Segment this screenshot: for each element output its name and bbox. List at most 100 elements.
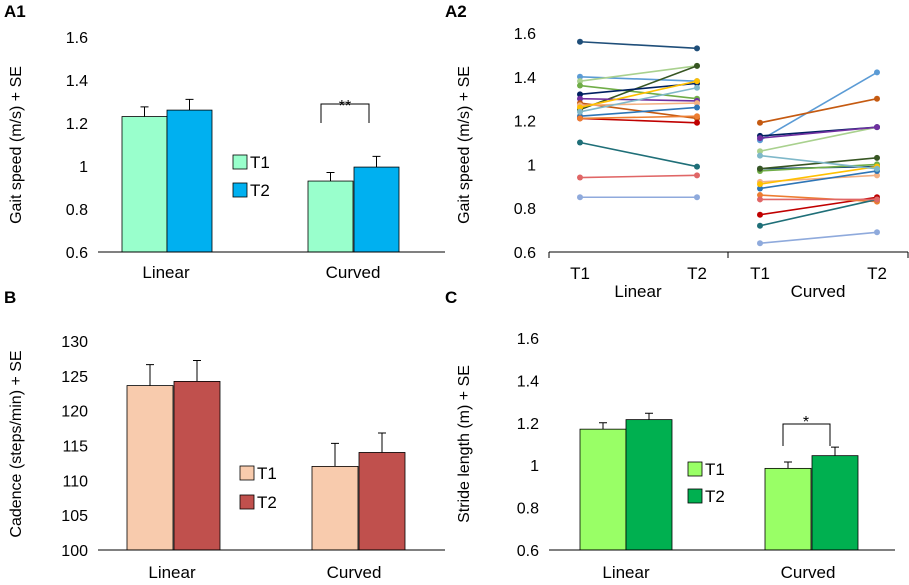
point-6-linear-t1 [577, 95, 583, 102]
y-tick-label-a2-3: 1.2 [514, 114, 536, 131]
series-line-1-linear [579, 76, 698, 82]
series-line-7-curved [759, 97, 878, 124]
series-line-3-curved [759, 163, 878, 172]
point-6-curved-t2 [874, 124, 880, 131]
category-label-curved-a1: Curved [326, 263, 381, 282]
point-10-linear-t2 [694, 119, 700, 126]
legend-swatch-t1-c [687, 461, 703, 477]
x-tick-label-t2-curved: T2 [867, 264, 887, 283]
series-line-11-curved [759, 194, 878, 203]
point-1-linear-t1 [577, 73, 583, 80]
y-tick-label-a1-0: 0.6 [66, 245, 88, 262]
legend-label-t2-a1: T2 [250, 181, 270, 200]
x-tick-label-t1-curved: T1 [750, 264, 770, 283]
series-line-9-curved [759, 170, 878, 190]
y-tick-label-c-4: 1.4 [517, 373, 539, 390]
y-ticks-c: 0.6 0.8 1 1.2 1.4 1.6 [517, 331, 539, 560]
error-bar-c-t2-linear [645, 412, 653, 420]
point-16-linear-t2 [694, 194, 700, 201]
series-line-14-curved [759, 198, 878, 227]
point-11-curved-t1 [757, 192, 763, 199]
series-line-9-linear [579, 106, 698, 118]
significance-bracket-a1: ** [320, 98, 370, 123]
error-bar-a1-t1-curved [326, 171, 335, 182]
y-axis-title-a2: Gait speed (m/s) + SE [456, 66, 473, 224]
point-9-linear-t2 [694, 104, 700, 111]
bars-c [579, 412, 859, 551]
point-1-curved-t2 [874, 69, 880, 76]
error-bar-a1-t2-curved [372, 155, 381, 168]
point-9-curved-t1 [757, 185, 763, 192]
series-line-16-curved [759, 231, 878, 245]
error-bar-b-t1-curved [331, 442, 339, 467]
bracket-a1 [320, 103, 370, 123]
point-15-curved-t1 [757, 196, 763, 203]
y-tick-label-b-3: 115 [62, 439, 88, 456]
category-label-linear-c: Linear [602, 563, 650, 582]
category-label-linear-a1: Linear [142, 263, 190, 282]
point-12-curved-t1 [757, 181, 763, 188]
point-15-linear-t1 [577, 174, 583, 181]
series-line-12-linear [579, 80, 698, 109]
bar-b-t1-linear [126, 385, 174, 551]
y-tick-label-b-0: 100 [61, 543, 88, 560]
point-6-curved-t1 [757, 135, 763, 142]
panel-a1: A1 Gait speed (m/s) + SE 0.6 0.8 1 1.2 1.4 1.… [4, 2, 445, 282]
point-12-linear-t1 [577, 104, 583, 111]
panel-label-a1: A1 [4, 2, 26, 21]
series-line-13-linear [579, 86, 698, 113]
y-axis-title-b: Cadence (steps/min) + SE [8, 350, 25, 537]
panel-b: B Cadence (steps/min) + SE 100 105 110 115 1… [4, 288, 445, 582]
series-line-3-linear [579, 84, 698, 100]
series-line-12-curved [759, 165, 878, 185]
y-tick-label-a2-0: 0.6 [514, 245, 536, 262]
point-0-linear-t2 [694, 45, 700, 52]
group-label-linear-a2: Linear [614, 282, 662, 301]
point-0-linear-t1 [577, 38, 583, 45]
y-tick-label-b-2: 110 [62, 473, 88, 490]
point-7-curved-t2 [874, 95, 880, 102]
x-tick-label-t2-linear: T2 [687, 264, 707, 283]
y-ticks-a2: 0.6 0.8 1 1.2 1.4 1.6 [514, 26, 536, 262]
point-4-curved-t2 [874, 154, 880, 161]
y-tick-label-c-3: 1.2 [517, 416, 539, 433]
legend-swatch-t2-a1 [232, 182, 248, 198]
series-line-0-linear [579, 40, 698, 50]
bar-b-t2-linear [173, 381, 221, 551]
point-8-curved-t2 [874, 172, 880, 179]
bar-a1-t2-linear [166, 109, 213, 253]
point-4-curved-t1 [757, 165, 763, 172]
y-tick-label-b-6: 130 [61, 334, 88, 351]
bar-a1-t1-curved [307, 180, 354, 253]
error-bar-b-t2-curved [378, 432, 386, 453]
point-13-curved-t1 [757, 152, 763, 159]
bar-c-t1-linear [579, 428, 627, 551]
x-tick-label-t1-linear: T1 [570, 264, 590, 283]
point-13-linear-t2 [694, 84, 700, 91]
panel-a2: A2 Gait speed (m/s) + SE 0.6 0.8 1 1.2 1.4 1.… [445, 2, 909, 301]
series-line-6-curved [759, 126, 878, 139]
error-bar-a1-t2-linear [185, 98, 194, 111]
y-tick-label-c-1: 0.8 [517, 501, 539, 518]
series-line-2-curved [759, 126, 878, 153]
point-2-curved-t1 [757, 148, 763, 155]
y-tick-label-b-1: 105 [61, 508, 88, 525]
bar-c-t1-curved [764, 467, 812, 551]
y-tick-label-b-4: 120 [61, 404, 88, 421]
y-axis-title-c: Stride length (m) + SE [456, 365, 473, 523]
point-5-linear-t1 [577, 91, 583, 98]
category-label-curved-b: Curved [327, 563, 382, 582]
point-2-linear-t1 [577, 78, 583, 85]
error-bar-b-t1-linear [146, 364, 154, 386]
point-12-linear-t2 [694, 78, 700, 85]
y-axis-title-a1: Gait speed (m/s) + SE [8, 66, 25, 224]
point-14-curved-t1 [757, 222, 763, 229]
legend-label-t1-c: T1 [705, 460, 725, 479]
legend-swatch-t1-b [239, 465, 255, 481]
panel-label-b: B [4, 288, 16, 307]
series-line-8-linear [579, 102, 698, 107]
bar-b-t1-curved [311, 465, 359, 551]
point-10-curved-t1 [757, 211, 763, 218]
point-15-linear-t2 [694, 172, 700, 179]
